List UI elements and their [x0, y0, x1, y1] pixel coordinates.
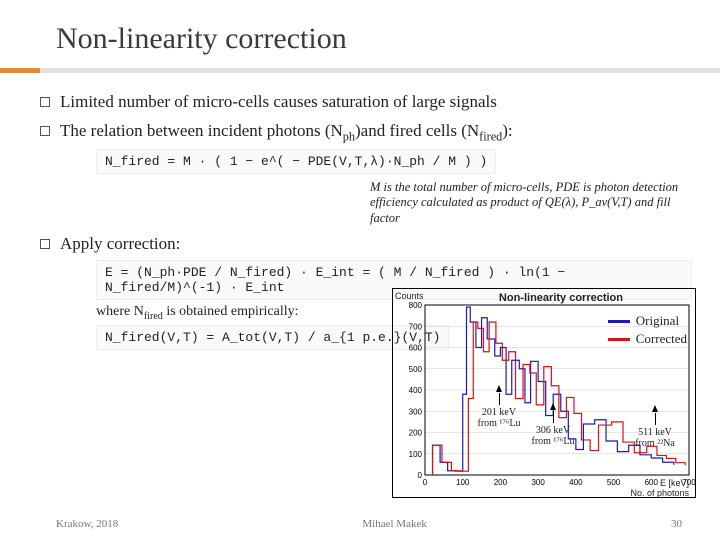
- svg-text:300: 300: [531, 478, 545, 487]
- svg-text:600: 600: [409, 344, 423, 353]
- definition-text: M is the total number of micro-cells, PD…: [370, 180, 692, 227]
- svg-text:200: 200: [494, 478, 508, 487]
- bullet-3-text: Apply correction:: [60, 233, 180, 256]
- chart-annot-306: 306 keVfrom ¹⁷⁶Lu: [523, 405, 583, 447]
- svg-text:200: 200: [409, 429, 423, 438]
- footer-left: Krakow, 2018: [56, 518, 118, 530]
- legend-swatch-original: [608, 320, 630, 323]
- legend-corrected: Corrected: [608, 331, 687, 347]
- chart-xlabel: E [keV]No. of photons: [630, 479, 689, 498]
- bullet-1-text: Limited number of micro-cells causes sat…: [60, 91, 497, 114]
- svg-text:700: 700: [409, 322, 423, 331]
- chart-annot-511: 511 keVfrom ²²Na: [625, 407, 685, 449]
- legend-label-original: Original: [636, 313, 679, 329]
- bullet-marker-icon: [40, 97, 50, 107]
- svg-text:800: 800: [409, 301, 423, 310]
- legend-label-corrected: Corrected: [636, 331, 687, 347]
- chart-legend: Original Corrected: [608, 313, 687, 349]
- slide-title: Non-linearity correction: [56, 22, 720, 56]
- nonlinearity-chart: Non-linearity correction Counts 01002003…: [392, 288, 696, 498]
- svg-text:100: 100: [409, 450, 423, 459]
- slide-footer: Krakow, 2018 Mihael Makek 30: [0, 518, 720, 530]
- footer-center: Mihael Makek: [362, 518, 426, 530]
- bullet-marker-icon: [40, 239, 50, 249]
- footer-right: 30: [671, 518, 682, 530]
- svg-text:400: 400: [409, 386, 423, 395]
- bullet-1: Limited number of micro-cells causes sat…: [40, 91, 692, 114]
- svg-text:100: 100: [456, 478, 470, 487]
- svg-text:400: 400: [569, 478, 583, 487]
- svg-text:0: 0: [423, 478, 428, 487]
- bullet-marker-icon: [40, 126, 50, 136]
- bullet-2-text: The relation between incident photons (N…: [60, 120, 513, 145]
- bullet-3: Apply correction:: [40, 233, 692, 256]
- bullet-2: The relation between incident photons (N…: [40, 120, 692, 145]
- legend-swatch-corrected: [608, 338, 630, 341]
- chart-annot-201: 201 keVfrom ¹⁷⁶Lu: [469, 387, 529, 429]
- legend-original: Original: [608, 313, 687, 329]
- svg-text:500: 500: [409, 365, 423, 374]
- equation-nfired: N_fired = M · ( 1 − e^( − PDE(V,T,λ)·N_p…: [96, 149, 692, 174]
- svg-text:500: 500: [607, 478, 621, 487]
- svg-text:300: 300: [409, 407, 423, 416]
